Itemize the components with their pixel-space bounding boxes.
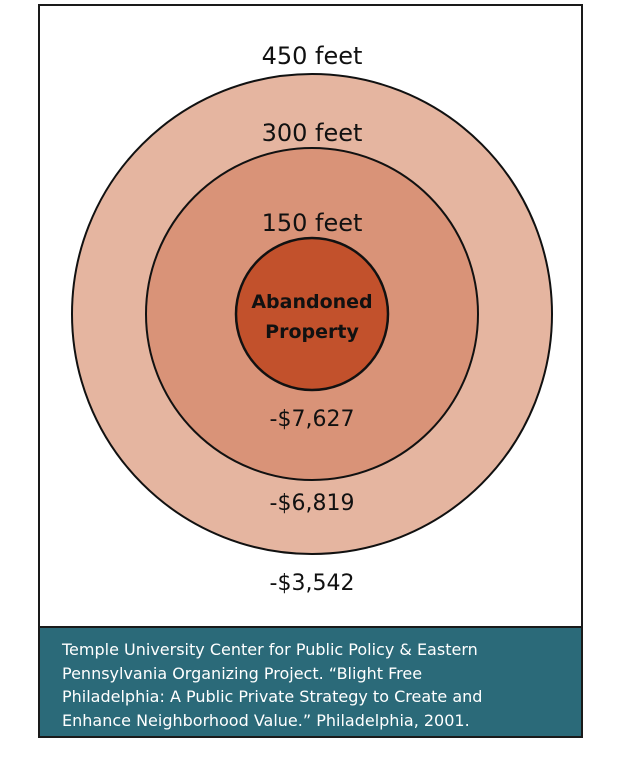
- label-150-feet: 150 feet: [262, 209, 363, 237]
- source-caption: Temple University Center for Public Poli…: [40, 626, 581, 736]
- label-300-feet: 300 feet: [262, 119, 363, 147]
- caption-line: Enhance Neighborhood Value.” Philadelphi…: [62, 710, 470, 730]
- figure-frame: 450 feet 300 feet 150 feet Abandoned Pro…: [38, 4, 583, 738]
- label-450-feet: 450 feet: [262, 42, 363, 70]
- value-450-feet: -$3,542: [270, 571, 355, 596]
- center-label-line1: Abandoned: [251, 291, 372, 313]
- caption-line: Temple University Center for Public Poli…: [62, 640, 478, 659]
- center-label-line2: Property: [265, 321, 359, 343]
- caption-line: Philadelphia: A Public Private Strategy …: [62, 687, 483, 706]
- caption-line: Pennsylvania Organizing Project. “Blight…: [62, 663, 423, 683]
- value-300-feet: -$6,819: [270, 491, 355, 516]
- concentric-rings-diagram: 450 feet 300 feet 150 feet Abandoned Pro…: [71, 42, 553, 596]
- abandoned-property-core: [234, 236, 390, 392]
- value-150-feet: -$7,627: [270, 407, 355, 432]
